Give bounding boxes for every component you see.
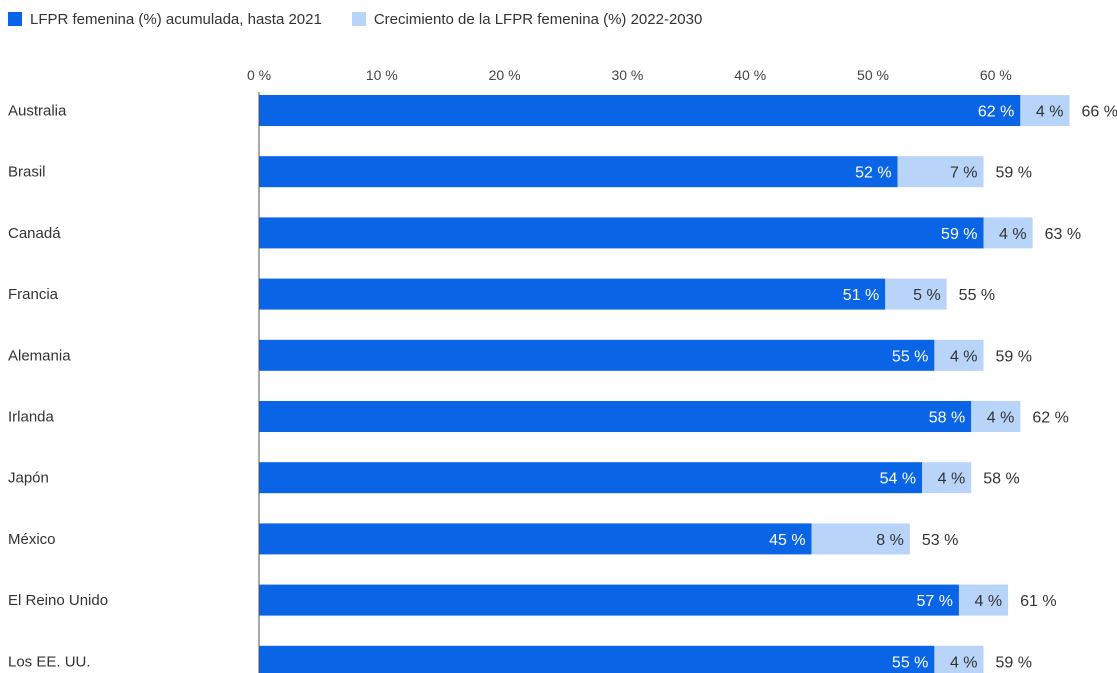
bar-growth-2022-2030 (934, 645, 984, 673)
bar-lfpr-2021 (259, 523, 812, 555)
data-label-total: 63 % (1045, 226, 1081, 243)
data-label-total: 55 % (959, 287, 995, 304)
data-label-growth-2022-2030: 4 % (950, 348, 978, 365)
bar-lfpr-2021 (259, 339, 935, 371)
category-label: Canadá (8, 225, 61, 242)
x-tick-label: 40 % (734, 67, 766, 83)
legend-item-growth-2022-2030: Crecimiento de la LFPR femenina (%) 2022… (351, 10, 703, 28)
data-label-lfpr-2021: 55 % (892, 654, 928, 671)
legend-swatch-lfpr-2021 (8, 12, 22, 26)
bar-lfpr-2021 (259, 217, 984, 249)
legend-swatch-growth-2022-2030 (351, 12, 366, 26)
data-label-total: 62 % (1032, 410, 1068, 427)
data-label-lfpr-2021: 58 % (929, 410, 965, 427)
data-label-total: 59 % (996, 348, 1032, 365)
bar-growth-2022-2030 (983, 217, 1033, 249)
x-tick-label: 60 % (980, 67, 1012, 83)
legend-label-lfpr-2021: LFPR femenina (%) acumulada, hasta 2021 (30, 10, 322, 28)
bar-growth-2022-2030 (934, 339, 984, 371)
data-label-lfpr-2021: 52 % (855, 165, 891, 182)
data-label-growth-2022-2030: 8 % (876, 532, 904, 549)
category-label: Alemania (8, 347, 71, 364)
category-label: Francia (8, 286, 59, 303)
bar-growth-2022-2030 (897, 156, 984, 188)
data-label-growth-2022-2030: 5 % (913, 287, 941, 304)
data-label-total: 66 % (1081, 104, 1117, 121)
bar-lfpr-2021 (259, 156, 898, 188)
bar-lfpr-2021 (259, 401, 972, 432)
data-label-lfpr-2021: 59 % (941, 226, 977, 243)
bar-growth-2022-2030 (958, 584, 1009, 616)
data-label-lfpr-2021: 51 % (843, 287, 879, 304)
data-label-total: 53 % (922, 532, 958, 549)
x-tick-label: 50 % (857, 67, 889, 83)
data-label-total: 61 % (1020, 593, 1056, 610)
bar-lfpr-2021 (259, 462, 923, 494)
data-label-growth-2022-2030: 4 % (950, 654, 978, 671)
bar-growth-2022-2030 (922, 462, 972, 494)
data-label-lfpr-2021: 54 % (880, 471, 916, 488)
data-label-lfpr-2021: 55 % (892, 348, 928, 365)
data-label-lfpr-2021: 62 % (978, 104, 1014, 121)
category-label: Los EE. UU. (8, 653, 91, 670)
bar-lfpr-2021 (259, 278, 886, 310)
legend-label-growth-2022-2030: Crecimiento de la LFPR femenina (%) 2022… (373, 10, 703, 28)
bar-lfpr-2021 (259, 645, 935, 673)
bar-growth-2022-2030 (885, 278, 947, 310)
category-label: Australia (8, 103, 67, 120)
data-label-total: 59 % (996, 654, 1032, 671)
bar-lfpr-2021 (259, 584, 959, 616)
category-label: México (8, 531, 56, 548)
bar-growth-2022-2030 (811, 523, 910, 555)
category-label: Japón (8, 470, 49, 487)
data-label-total: 58 % (983, 471, 1019, 488)
x-tick-label: 0 % (247, 67, 271, 83)
x-tick-label: 30 % (611, 67, 643, 83)
chart-legend: LFPR femenina (%) acumulada, hasta 2021 … (8, 8, 732, 30)
bar-growth-2022-2030 (1020, 95, 1070, 126)
data-label-growth-2022-2030: 4 % (987, 410, 1015, 427)
data-label-lfpr-2021: 57 % (916, 593, 952, 610)
legend-item-lfpr-2021: LFPR femenina (%) acumulada, hasta 2021 (8, 11, 322, 28)
category-label: Irlanda (8, 409, 55, 426)
data-label-lfpr-2021: 45 % (769, 532, 805, 549)
data-label-growth-2022-2030: 4 % (1036, 104, 1064, 121)
data-label-growth-2022-2030: 4 % (975, 593, 1003, 610)
category-label: El Reino Unido (8, 592, 108, 609)
bar-lfpr-2021 (259, 95, 1021, 126)
bar-growth-2022-2030 (971, 401, 1021, 432)
category-label: Brasil (8, 164, 46, 181)
x-tick-label: 10 % (366, 67, 398, 83)
x-tick-label: 20 % (489, 67, 521, 83)
data-label-growth-2022-2030: 4 % (938, 471, 966, 488)
data-label-growth-2022-2030: 7 % (950, 165, 978, 182)
data-label-total: 59 % (996, 165, 1032, 182)
data-label-growth-2022-2030: 4 % (999, 226, 1027, 243)
